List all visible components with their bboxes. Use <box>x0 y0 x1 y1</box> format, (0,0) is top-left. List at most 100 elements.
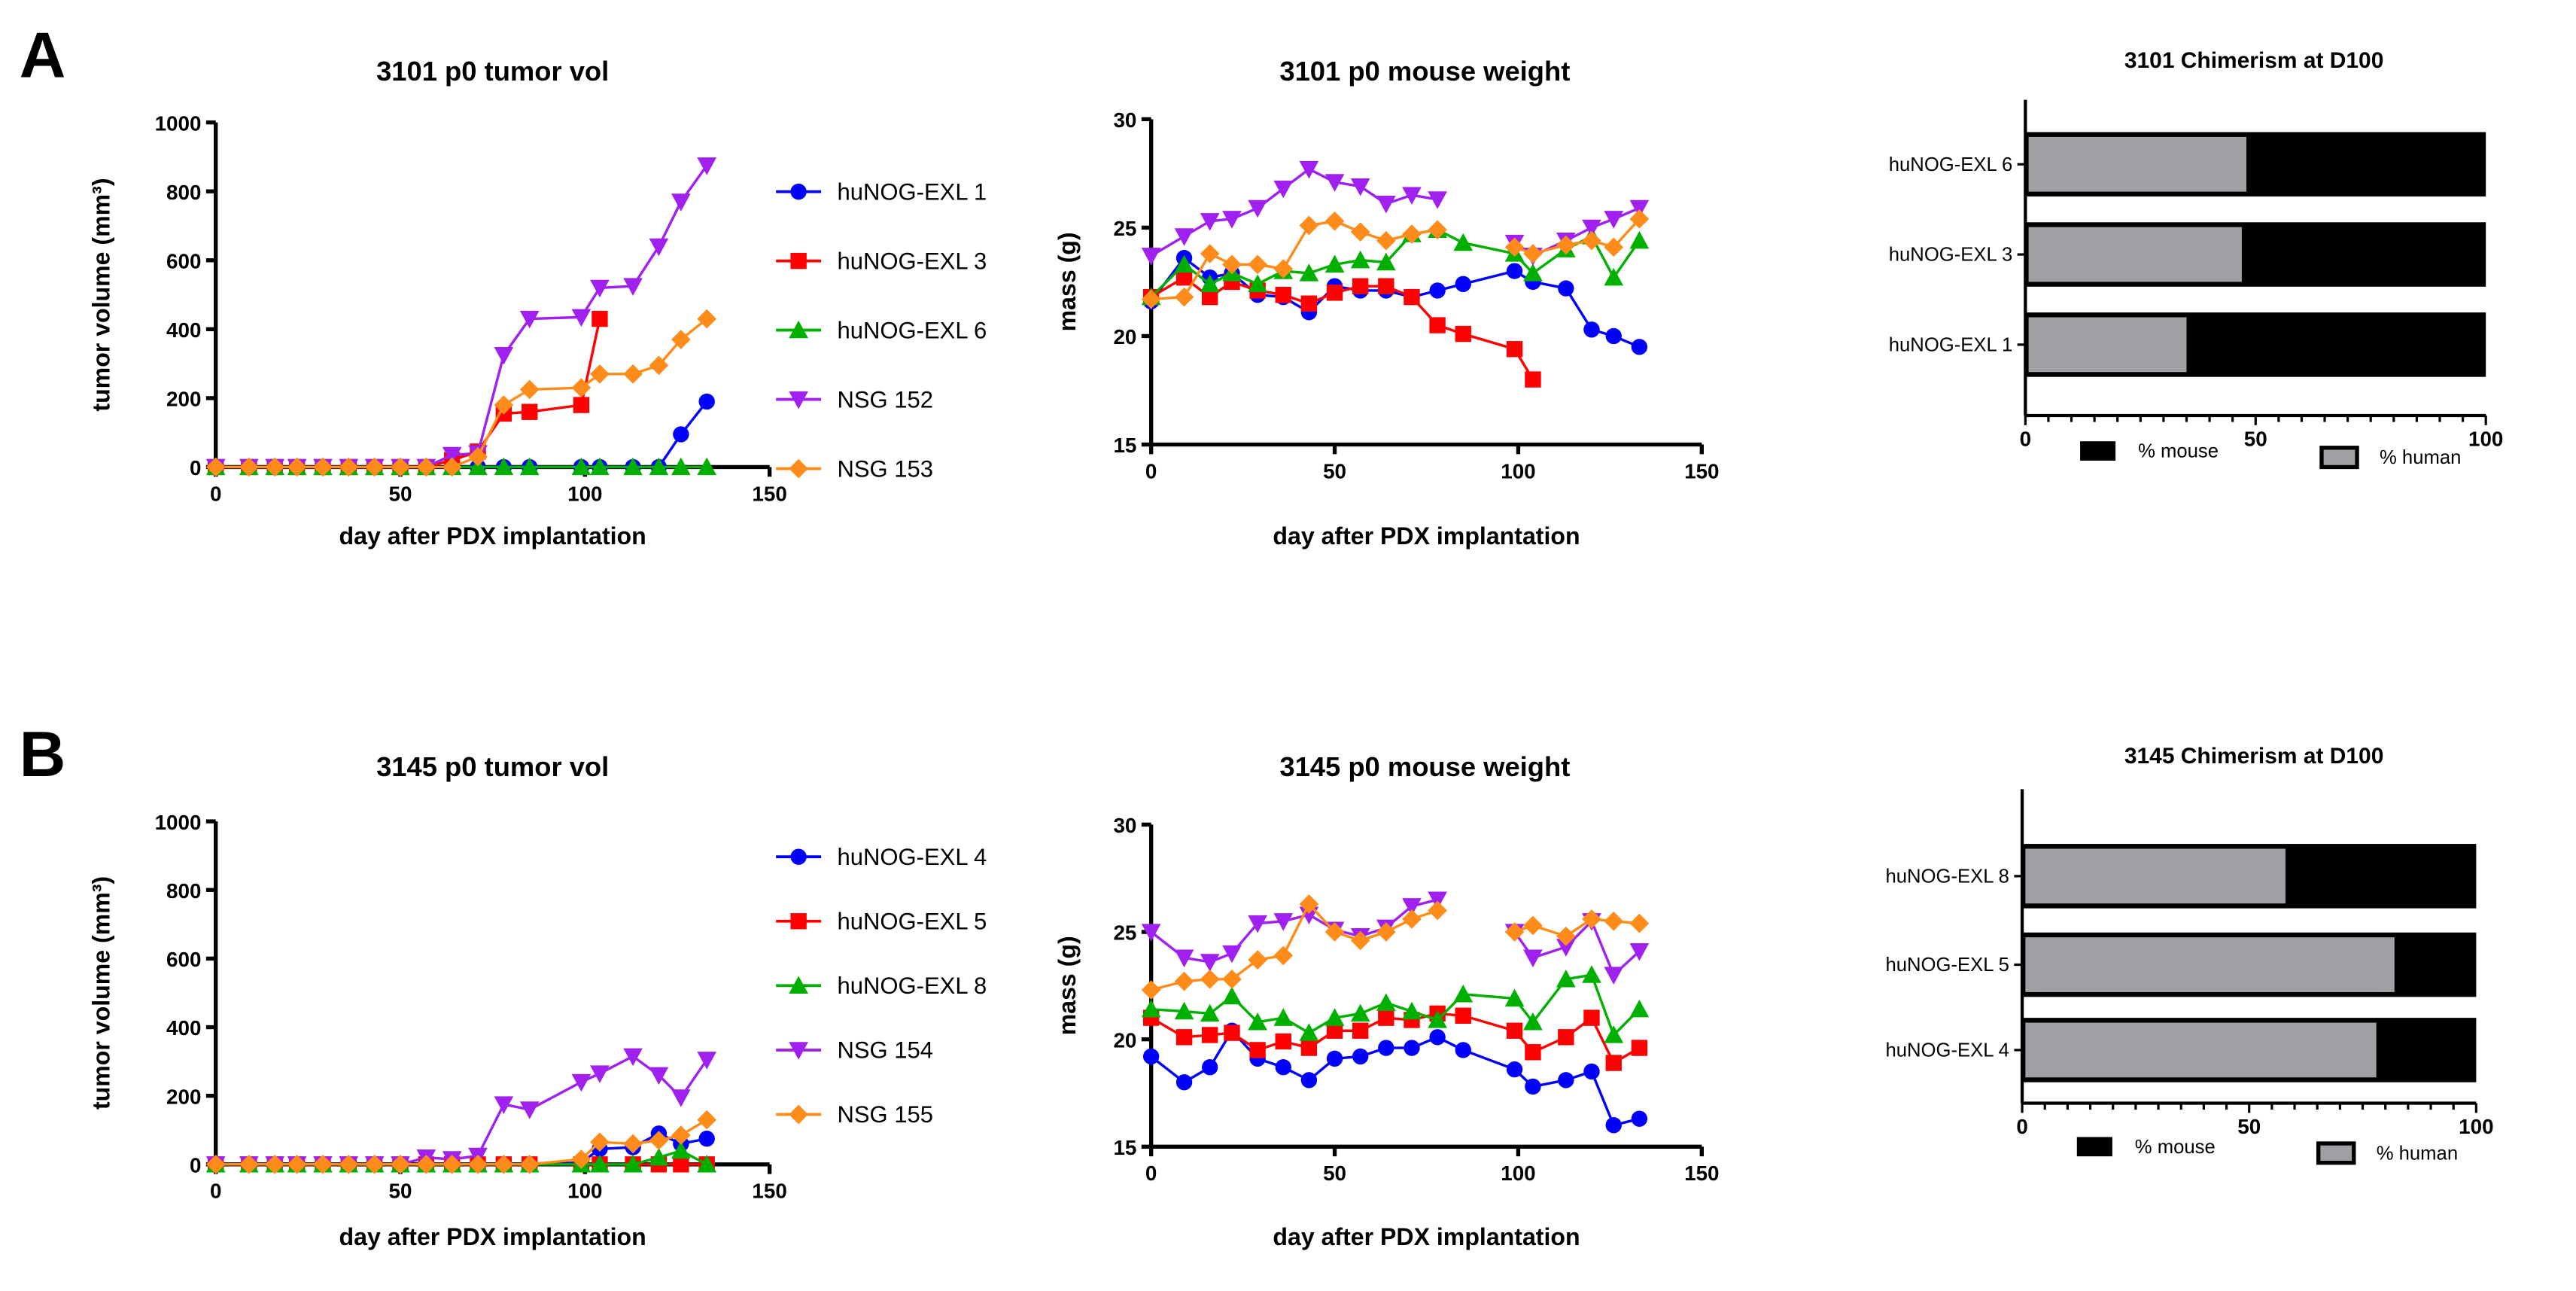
data-point <box>1275 1059 1291 1076</box>
data-point <box>671 1140 691 1159</box>
data-point <box>1248 199 1267 218</box>
data-point <box>1429 1029 1446 1046</box>
bar-row: huNOG-EXL 4 <box>1885 1018 2477 1082</box>
panel-label-a: A <box>20 20 66 92</box>
legend-label: huNOG-EXL 5 <box>837 908 987 934</box>
y-tick-label: 0 <box>190 456 201 480</box>
y-tick-label: 25 <box>1113 217 1136 240</box>
data-point <box>1523 1012 1543 1031</box>
legend-item: NSG 155 <box>776 1101 933 1128</box>
data-point <box>416 457 436 477</box>
data-point <box>1558 280 1574 297</box>
x-axis-label: day after PDX implantation <box>1273 1223 1580 1250</box>
legend-swatch <box>2319 446 2359 470</box>
y-tick-label: 400 <box>166 318 201 342</box>
data-point <box>1605 327 1622 345</box>
data-point <box>442 446 462 465</box>
data-point <box>1582 219 1601 238</box>
y-tick-label: 15 <box>1113 1136 1136 1159</box>
chart-title: 3145 p0 tumor vol <box>376 751 609 782</box>
data-point <box>649 457 669 476</box>
data-point <box>1525 1078 1541 1095</box>
legend-item-human: % human <box>2319 446 2461 470</box>
legend-item-human: % human <box>2316 1141 2458 1165</box>
data-point <box>1200 213 1220 231</box>
legend-item: NSG 153 <box>776 455 933 482</box>
data-point <box>697 157 717 175</box>
data-point <box>1200 274 1220 293</box>
legend-marker <box>790 252 807 269</box>
data-point <box>339 457 359 477</box>
data-point <box>1300 1040 1318 1056</box>
legend-item-mouse: % mouse <box>2076 1137 2216 1158</box>
y-tick-label: 200 <box>166 388 201 411</box>
data-point <box>1556 926 1576 946</box>
data-point <box>673 1156 689 1173</box>
data-point <box>519 310 540 329</box>
data-point <box>1222 945 1242 964</box>
x-tick-label: 150 <box>752 1180 786 1203</box>
y-tick-label: 30 <box>1113 814 1136 837</box>
y-tick-label: 600 <box>166 948 201 971</box>
data-point <box>1506 1022 1523 1039</box>
x-tick-label: 50 <box>389 1180 412 1203</box>
data-point <box>1429 317 1446 333</box>
bar-row: huNOG-EXL 5 <box>1885 932 2477 997</box>
x-tick-label: 50 <box>389 482 412 505</box>
y-tick-label: 800 <box>166 879 201 903</box>
data-point <box>1202 1027 1218 1043</box>
series-line <box>215 318 601 469</box>
data-point <box>697 1052 717 1070</box>
data-point <box>590 364 610 384</box>
y-tick-label: 600 <box>166 249 201 273</box>
data-point <box>1324 1008 1345 1026</box>
legend-label: NSG 152 <box>837 386 933 413</box>
data-point <box>1376 252 1396 271</box>
series-1 <box>1142 250 1648 355</box>
data-point <box>519 457 540 476</box>
data-point <box>494 457 514 476</box>
legend-marker <box>789 391 808 410</box>
data-point <box>649 1147 669 1166</box>
data-point <box>1378 1009 1394 1026</box>
data-point <box>1583 1009 1600 1026</box>
x-tick-label: 100 <box>567 482 602 505</box>
data-point <box>1352 278 1369 294</box>
data-point <box>1350 178 1370 196</box>
data-point <box>1455 325 1471 343</box>
data-point <box>1273 1008 1294 1026</box>
data-point <box>1248 915 1267 933</box>
data-point <box>649 355 669 376</box>
data-point <box>623 457 643 476</box>
data-point <box>697 1110 717 1130</box>
data-point <box>1141 248 1161 266</box>
data-point <box>571 378 592 397</box>
bar-human <box>2025 848 2286 904</box>
legend-item: huNOG-EXL 1 <box>776 178 987 205</box>
data-point <box>649 1067 669 1085</box>
chart-title: 3101 Chimerism at D100 <box>2124 48 2383 73</box>
x-axis-label: day after PDX implantation <box>339 522 646 550</box>
data-point <box>1506 341 1523 358</box>
y-tick-label: 200 <box>166 1085 201 1108</box>
x-tick-label: 100 <box>1501 1162 1535 1185</box>
data-point <box>1604 237 1624 257</box>
data-point <box>1222 969 1242 989</box>
series-4 <box>1141 160 1650 266</box>
x-tick-label: 50 <box>2244 428 2267 451</box>
data-point <box>1402 187 1422 206</box>
x-tick-label: 100 <box>2459 1115 2493 1138</box>
data-point <box>1300 295 1318 312</box>
data-point <box>571 457 592 476</box>
data-point <box>1200 244 1220 263</box>
data-point <box>1273 913 1294 931</box>
x-tick-label: 100 <box>2468 428 2503 451</box>
data-point <box>1428 191 1447 209</box>
data-point <box>1378 278 1394 294</box>
data-point <box>1249 1042 1266 1058</box>
category-label: huNOG-EXL 5 <box>1885 955 2009 976</box>
data-point <box>522 403 538 420</box>
data-point <box>1141 980 1161 1000</box>
series-4 <box>205 157 717 477</box>
